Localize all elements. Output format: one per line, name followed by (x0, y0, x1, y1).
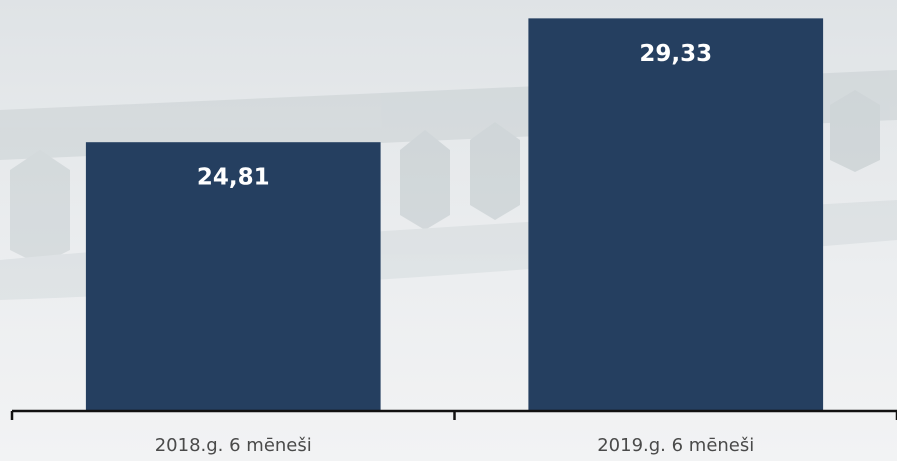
value-label: 29,33 (639, 41, 712, 67)
bar (528, 18, 823, 411)
value-label: 24,81 (197, 165, 270, 191)
chart: 24,81 29,33 2018.g. 6 mēneši 2019.g. 6 mēn… (0, 0, 897, 461)
x-tick-label: 2019.g. 6 mēneši (597, 435, 754, 456)
x-tick-label: 2018.g. 6 mēneši (155, 435, 312, 456)
